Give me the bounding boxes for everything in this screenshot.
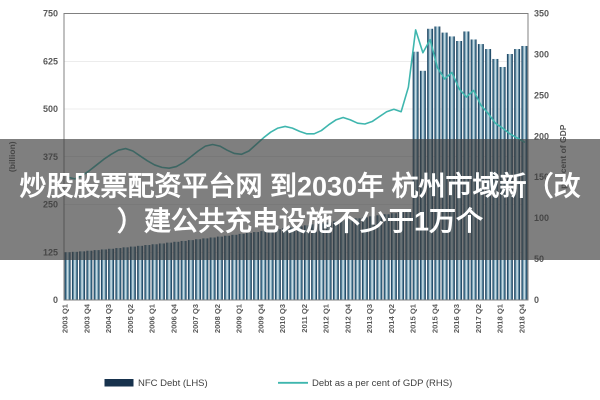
svg-text:2012 Q4: 2012 Q4 (343, 303, 352, 333)
svg-text:2014 Q2: 2014 Q2 (387, 304, 396, 333)
svg-text:2003 Q1: 2003 Q1 (61, 303, 70, 333)
svg-text:Debt as a per cent of GDP (RHS: Debt as a per cent of GDP (RHS) (312, 378, 452, 389)
svg-text:2012 Q1: 2012 Q1 (322, 303, 331, 333)
svg-text:NFC Debt (LHS): NFC Debt (LHS) (138, 378, 208, 389)
svg-text:2003 Q4: 2003 Q4 (82, 303, 91, 333)
svg-text:2010 Q3: 2010 Q3 (278, 304, 287, 333)
svg-text:750: 750 (43, 9, 58, 19)
svg-text:625: 625 (43, 56, 58, 66)
svg-text:500: 500 (43, 104, 58, 114)
svg-text:0: 0 (53, 295, 58, 305)
svg-text:2009 Q1: 2009 Q1 (235, 303, 244, 333)
svg-text:2004 Q3: 2004 Q3 (104, 304, 113, 333)
svg-text:2018 Q4: 2018 Q4 (517, 303, 526, 333)
svg-text:2007 Q3: 2007 Q3 (191, 304, 200, 333)
svg-text:2005 Q2: 2005 Q2 (126, 304, 135, 333)
svg-text:2011 Q2: 2011 Q2 (300, 304, 309, 333)
svg-text:2006 Q4: 2006 Q4 (169, 303, 178, 333)
svg-text:2009 Q4: 2009 Q4 (256, 303, 265, 333)
svg-text:2008 Q2: 2008 Q2 (213, 304, 222, 333)
svg-text:2016 Q3: 2016 Q3 (452, 304, 461, 333)
svg-text:2015 Q1: 2015 Q1 (409, 303, 418, 333)
svg-text:2013 Q3: 2013 Q3 (365, 304, 374, 333)
svg-text:250: 250 (534, 90, 549, 100)
svg-text:0: 0 (534, 295, 539, 305)
svg-text:350: 350 (534, 9, 549, 19)
svg-text:2018 Q1: 2018 Q1 (496, 303, 505, 333)
svg-text:300: 300 (534, 49, 549, 59)
svg-text:2015 Q4: 2015 Q4 (430, 303, 439, 333)
svg-text:2006 Q1: 2006 Q1 (148, 303, 157, 333)
svg-text:2017 Q2: 2017 Q2 (474, 304, 483, 333)
